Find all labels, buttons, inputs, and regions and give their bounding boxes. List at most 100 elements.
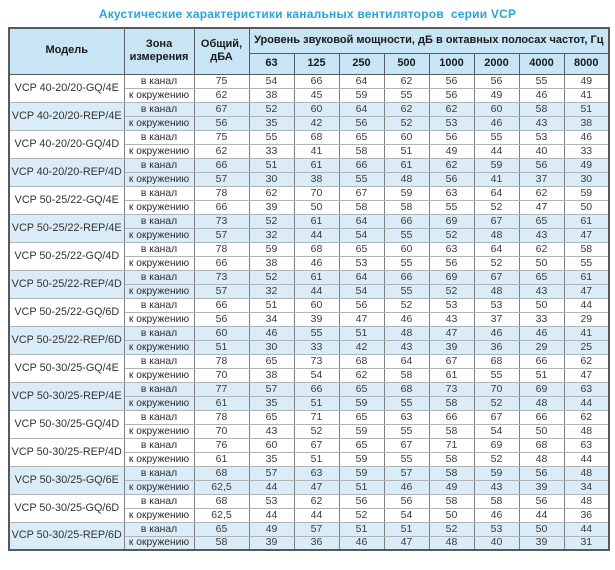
octave-level-value: 71 [293,409,340,425]
octave-level-value: 51 [248,157,295,173]
octave-level-value: 36 [563,507,610,523]
octave-level-value: 65 [248,409,295,425]
zone-label-ambient: к окружению [123,255,195,271]
octave-level-value: 52 [248,269,295,285]
model-row-ambient: к окружению 62 38 45 59 55 56 49 46 41 [9,87,610,103]
octave-level-value: 54 [293,367,340,383]
octave-level-value: 56 [428,87,475,103]
octave-level-value: 65 [338,409,385,425]
octave-level-value: 47 [518,199,565,215]
zone-label-ambient: к окружению [123,115,195,131]
total-dba-value: 65 [193,521,250,537]
octave-level-value: 35 [248,115,295,131]
octave-level-value: 47 [563,227,610,243]
model-name: VCP 50-30/25-GQ/4E [8,353,125,383]
octave-level-value: 30 [248,171,295,187]
octave-level-value: 56 [338,297,385,313]
octave-level-value: 60 [248,437,295,453]
octave-level-value: 46 [518,87,565,103]
octave-level-value: 46 [293,255,340,271]
octave-level-value: 59 [473,465,520,481]
octave-level-value: 52 [248,213,295,229]
octave-level-value: 44 [248,479,295,495]
zone-label-duct: в канал [123,213,195,229]
column-header-octave-bands: Уровень звуковой мощности, дБ в октавных… [248,27,610,54]
octave-level-value: 48 [518,451,565,467]
model-row-ambient: к окружению 62 33 41 58 51 49 44 40 33 [9,143,610,159]
zone-label-ambient: к окружению [123,143,195,159]
total-dba-value: 62 [193,143,250,159]
octave-level-value: 30 [248,339,295,355]
octave-level-value: 50 [428,507,475,523]
octave-level-value: 45 [293,87,340,103]
octave-level-value: 60 [473,101,520,117]
model-name: VCP 40-20/20-REP/4D [8,157,125,187]
octave-level-value: 62 [428,101,475,117]
octave-level-value: 59 [338,423,385,439]
octave-level-value: 70 [473,381,520,397]
octave-level-value: 53 [428,297,475,313]
octave-level-value: 36 [293,535,340,551]
zone-label-ambient: к окружению [123,311,195,327]
octave-level-value: 32 [248,227,295,243]
octave-level-value: 53 [518,129,565,145]
column-header-total-dba: Общий, дБА [193,27,250,75]
octave-level-value: 63 [563,381,610,397]
octave-level-value: 55 [383,395,430,411]
octave-level-value: 63 [563,437,610,453]
octave-level-value: 48 [383,171,430,187]
octave-level-value: 53 [248,493,295,509]
octave-level-value: 51 [293,395,340,411]
model-name: VCP 50-30/25-GQ/6D [8,493,125,523]
total-dba-value: 66 [193,157,250,173]
zone-label-duct: в канал [123,157,195,173]
octave-level-value: 62 [428,157,475,173]
octave-level-value: 55 [383,451,430,467]
octave-level-value: 49 [428,143,475,159]
octave-level-value: 51 [563,101,610,117]
octave-level-value: 54 [383,507,430,523]
model-row-duct: VCP 50-30/25-REP/6D в канал 65 49 57 51 51 52 53… [8,521,610,551]
frequency-header-1000: 1000 [428,52,475,75]
octave-level-value: 51 [338,325,385,341]
column-header-model: Модель [8,27,125,75]
octave-level-value: 53 [428,115,475,131]
octave-level-value: 54 [338,283,385,299]
octave-level-value: 54 [338,227,385,243]
octave-level-value: 43 [518,227,565,243]
octave-level-value: 67 [338,185,385,201]
octave-level-value: 65 [338,241,385,257]
octave-level-value: 56 [428,129,475,145]
total-dba-value: 70 [193,423,250,439]
total-dba-value: 68 [193,493,250,509]
octave-level-value: 46 [473,115,520,131]
total-dba-value: 58 [193,535,250,551]
octave-level-value: 61 [428,367,475,383]
octave-level-value: 56 [338,493,385,509]
octave-level-value: 33 [248,143,295,159]
octave-level-value: 67 [428,353,475,369]
octave-level-value: 46 [338,535,385,551]
octave-level-value: 52 [428,227,475,243]
octave-level-value: 61 [293,213,340,229]
total-dba-value: 57 [193,283,250,299]
octave-level-value: 52 [428,283,475,299]
frequency-header-125: 125 [293,52,340,75]
model-row-ambient: к окружению 58 39 36 46 47 48 40 39 31 [9,535,610,551]
octave-level-value: 53 [473,521,520,537]
octave-level-value: 66 [518,353,565,369]
octave-level-value: 43 [518,115,565,131]
octave-level-value: 44 [563,395,610,411]
octave-level-value: 58 [428,423,475,439]
model-row-ambient: к окружению 62,5 44 47 51 46 49 43 39 34 [9,479,610,495]
octave-level-value: 50 [293,199,340,215]
octave-level-value: 52 [428,521,475,537]
octave-level-value: 30 [563,171,610,187]
total-dba-value: 57 [193,227,250,243]
octave-level-value: 43 [383,339,430,355]
octave-level-value: 48 [518,395,565,411]
octave-level-value: 73 [293,353,340,369]
octave-level-value: 38 [563,115,610,131]
model-name: VCP 50-25/22-REP/4E [8,213,125,243]
octave-level-value: 46 [383,311,430,327]
